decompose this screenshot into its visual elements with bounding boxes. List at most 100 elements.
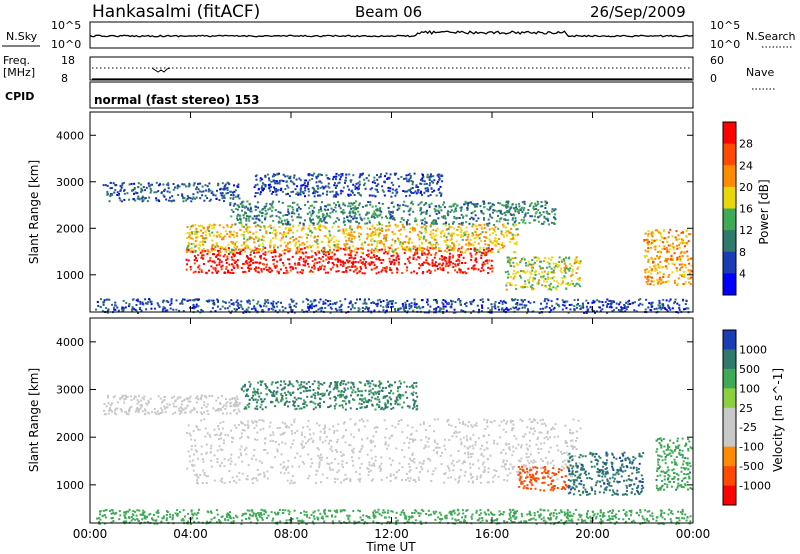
scatter-cell bbox=[466, 238, 469, 241]
scatter-cell bbox=[415, 258, 418, 261]
scatter-cell bbox=[456, 513, 459, 516]
scatter-cell bbox=[229, 251, 232, 254]
scatter-cell bbox=[146, 302, 149, 305]
scatter-cell bbox=[412, 309, 415, 312]
scatter-cell bbox=[163, 195, 166, 198]
scatter-cell bbox=[396, 203, 399, 206]
scatter-cell bbox=[316, 516, 319, 519]
scatter-cell bbox=[420, 508, 423, 511]
scatter-cell bbox=[444, 215, 446, 218]
scatter-cell bbox=[429, 247, 432, 250]
scatter-cell bbox=[545, 210, 548, 213]
scatter-cell bbox=[99, 518, 102, 521]
scatter-cell bbox=[679, 259, 682, 262]
scatter-cell bbox=[240, 266, 243, 269]
scatter-cell bbox=[136, 517, 139, 520]
scatter-cell bbox=[351, 203, 354, 206]
scatter-cell bbox=[478, 514, 481, 517]
scatter-cell bbox=[391, 302, 394, 305]
scatter-cell bbox=[378, 221, 381, 224]
scatter-cell bbox=[240, 249, 243, 252]
scatter-cell bbox=[546, 298, 549, 301]
scatter-cell bbox=[682, 231, 684, 234]
scatter-cell bbox=[246, 244, 249, 247]
scatter-cell bbox=[326, 214, 329, 217]
scatter-cell bbox=[357, 192, 360, 195]
scatter-cell bbox=[485, 251, 488, 254]
scatter-cell bbox=[335, 203, 337, 206]
scatter-cell bbox=[353, 520, 356, 523]
scatter-cell bbox=[581, 520, 584, 523]
scatter-cell bbox=[432, 181, 435, 184]
scatter-cell bbox=[413, 298, 416, 301]
scatter-cell bbox=[481, 298, 484, 301]
scatter-cell bbox=[371, 181, 374, 184]
scatter-cell bbox=[185, 251, 188, 253]
scatter-cell bbox=[614, 522, 617, 525]
scatter-cell bbox=[507, 219, 509, 222]
scatter-cell bbox=[427, 176, 430, 179]
scatter-cell bbox=[615, 521, 618, 524]
scatter-cell bbox=[495, 241, 498, 244]
scatter-cell bbox=[224, 271, 227, 274]
scatter-cell bbox=[319, 298, 322, 301]
scatter-cell bbox=[532, 287, 535, 290]
scatter-cell bbox=[360, 173, 363, 176]
scatter-cell bbox=[310, 269, 312, 272]
scatter-cell bbox=[367, 309, 370, 312]
scatter-cell bbox=[295, 252, 298, 255]
scatter-cell bbox=[223, 235, 226, 238]
scatter-cell bbox=[570, 514, 573, 517]
scatter-cell bbox=[311, 270, 314, 273]
scatter-cell bbox=[545, 285, 548, 288]
scatter-cell bbox=[324, 234, 327, 237]
scatter-cell bbox=[434, 269, 437, 272]
scatter-cell bbox=[278, 226, 281, 229]
scatter-cell bbox=[229, 203, 232, 206]
scatter-cell bbox=[382, 190, 385, 193]
scatter-cell bbox=[264, 251, 267, 254]
scatter-cell bbox=[155, 181, 158, 184]
scatter-cell bbox=[476, 235, 479, 238]
scatter-cell bbox=[620, 309, 623, 311]
scatter-cell bbox=[483, 218, 485, 221]
scatter-cell bbox=[231, 248, 233, 251]
scatter-cell bbox=[232, 194, 235, 196]
scatter-cell bbox=[257, 224, 260, 227]
scatter-cell bbox=[307, 303, 309, 306]
scatter-cell bbox=[435, 205, 438, 208]
scatter-cell bbox=[425, 261, 428, 264]
scatter-cell bbox=[411, 241, 414, 244]
scatter-cell bbox=[391, 188, 394, 191]
scatter-cell bbox=[607, 303, 609, 306]
scatter-cell bbox=[181, 302, 184, 305]
scatter-cell bbox=[388, 516, 391, 519]
scatter-cell bbox=[686, 516, 689, 518]
scatter-cell bbox=[448, 252, 451, 255]
scatter-cell bbox=[293, 304, 296, 307]
scatter-cell bbox=[415, 248, 417, 251]
scatter-cell bbox=[609, 302, 612, 305]
scatter-cell bbox=[432, 264, 435, 267]
scatter-cell bbox=[433, 308, 436, 311]
scatter-cell bbox=[413, 270, 415, 273]
scatter-cell bbox=[249, 248, 252, 251]
scatter-cell bbox=[443, 235, 446, 238]
scatter-cell bbox=[406, 310, 409, 313]
scatter-cell bbox=[363, 298, 366, 301]
scatter-cell bbox=[611, 515, 614, 518]
scatter-cell bbox=[432, 221, 435, 224]
scatter-cell bbox=[456, 271, 459, 274]
scatter-cell bbox=[465, 239, 468, 241]
scatter-cell bbox=[245, 223, 248, 226]
scatter-cell bbox=[431, 190, 434, 193]
scatter-cell bbox=[345, 239, 348, 242]
scatter-cell bbox=[553, 223, 556, 225]
scatter-cell bbox=[460, 309, 463, 312]
scatter-cell bbox=[539, 267, 542, 269]
scatter-cell bbox=[363, 272, 366, 275]
scatter-cell bbox=[573, 285, 576, 288]
scatter-cell bbox=[658, 231, 661, 234]
scatter-cell bbox=[495, 522, 498, 525]
scatter-cell bbox=[327, 271, 329, 274]
